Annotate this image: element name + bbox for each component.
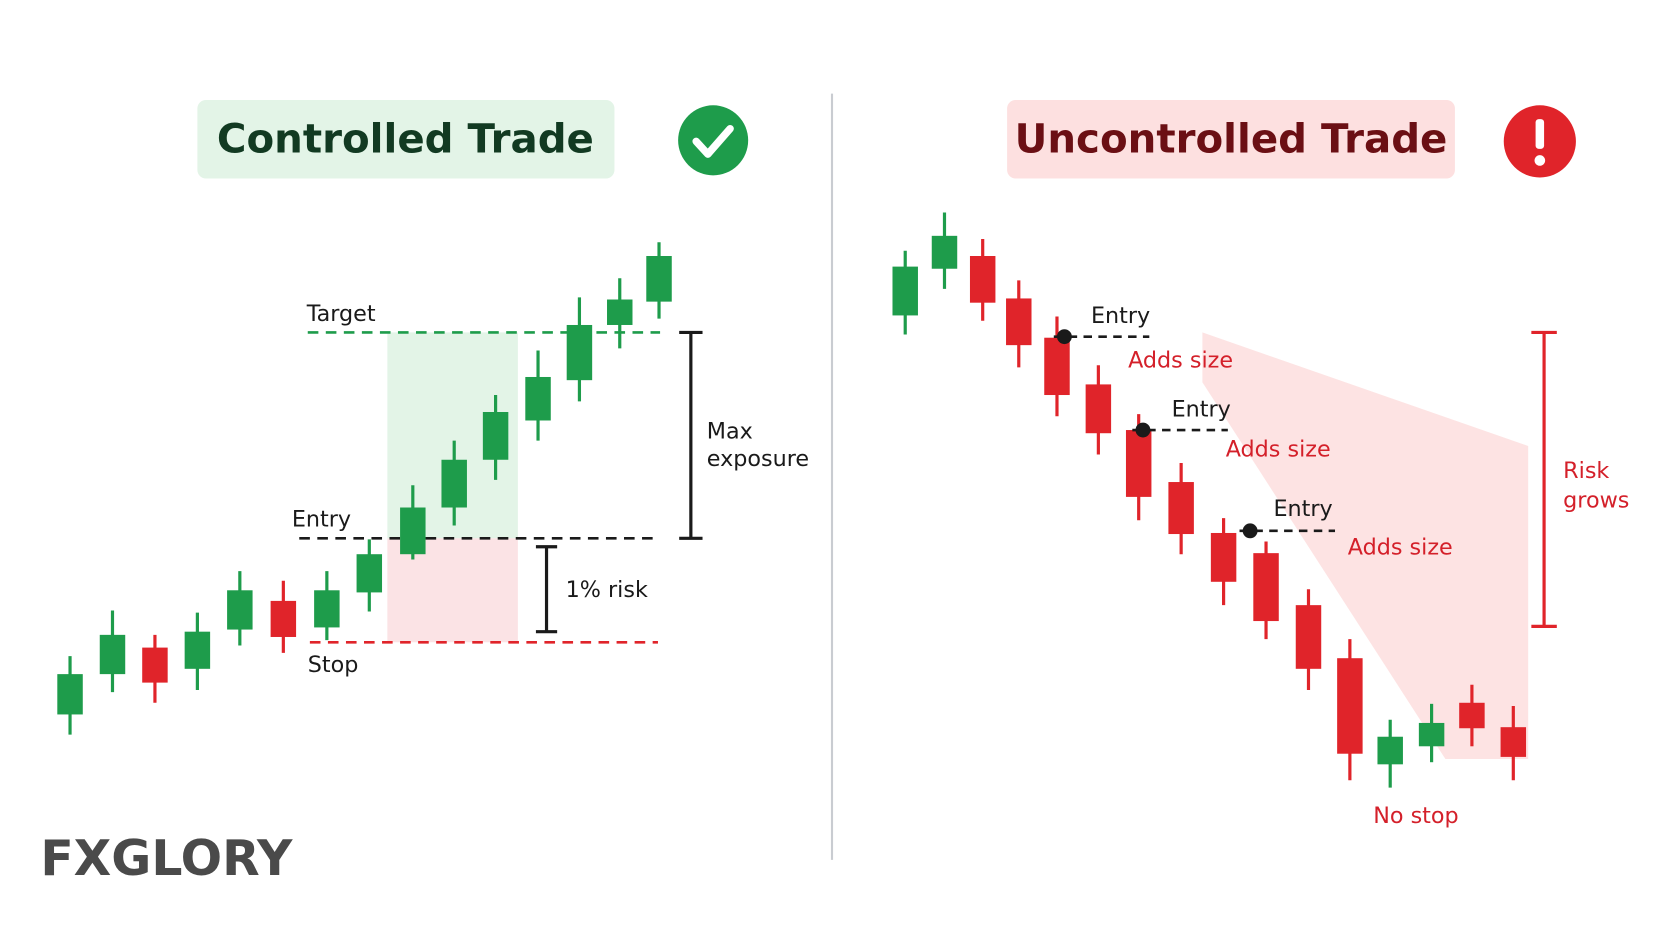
risk-bracket — [1531, 330, 1557, 628]
candle-body — [441, 459, 467, 508]
candle-body — [142, 647, 168, 683]
candle-body — [931, 235, 958, 269]
risk-label: Risk — [1563, 458, 1609, 484]
title-box — [197, 100, 615, 179]
adds-size-label: Adds size — [1348, 534, 1453, 560]
exposure-label: exposure — [707, 446, 809, 472]
entry-label: Entry — [292, 507, 351, 533]
candle-body — [227, 590, 253, 630]
entry-label: Entry — [1172, 396, 1231, 422]
entry-label: Entry — [1091, 303, 1150, 329]
candle-body — [1085, 384, 1112, 434]
adds-size-label: Adds size — [1128, 348, 1233, 374]
check-icon — [678, 105, 749, 176]
candle-body — [1295, 605, 1322, 669]
candle-body — [1210, 532, 1237, 582]
risk-zone — [387, 538, 518, 643]
candle-body — [566, 324, 593, 381]
alert-mark — [1535, 119, 1545, 149]
candle-body — [57, 674, 83, 715]
candle-body — [356, 554, 383, 593]
candle-body — [1125, 430, 1152, 497]
exposure-bracket — [679, 330, 703, 540]
candle-body — [892, 266, 918, 316]
candle-body — [184, 631, 211, 669]
candle-body — [1377, 736, 1403, 765]
candle-body — [400, 507, 426, 555]
candle-body — [1500, 727, 1527, 757]
risk-label: 1% risk — [566, 577, 648, 603]
exposure-label: Max — [707, 419, 753, 445]
risk-area — [1202, 332, 1529, 760]
candle-body — [607, 299, 633, 325]
entry-dot — [1242, 523, 1258, 539]
candle-body — [99, 634, 126, 675]
candles — [57, 212, 1527, 788]
candle-body — [482, 412, 509, 460]
candle-body — [1044, 337, 1070, 396]
candle-body — [1418, 722, 1445, 747]
candle-body — [1253, 553, 1279, 622]
entry-dot — [1135, 422, 1151, 438]
candle-body — [270, 600, 297, 637]
candle-body — [969, 256, 996, 303]
title: Uncontrolled Trade — [1015, 115, 1448, 162]
candle-body — [1459, 702, 1485, 729]
target-label: Target — [306, 301, 376, 327]
candle-body — [314, 590, 340, 628]
check-mark — [692, 124, 734, 158]
entry-label: Entry — [1273, 496, 1332, 522]
stop-label: Stop — [308, 652, 359, 678]
logo: FXGLORY — [40, 830, 293, 887]
adds-size-label: Adds size — [1226, 437, 1331, 463]
title-box — [1007, 100, 1455, 179]
candle-body — [1006, 298, 1032, 346]
alert-dot — [1534, 155, 1546, 166]
no-stop-label: No stop — [1373, 803, 1458, 829]
title: Controlled Trade — [217, 115, 594, 162]
candle-body — [1168, 482, 1194, 535]
candle-body — [646, 256, 672, 302]
entry-dot — [1056, 329, 1072, 345]
candle-body — [525, 376, 551, 421]
risk-bracket — [535, 545, 558, 634]
risk-label: grows — [1563, 488, 1629, 514]
candle-body — [1337, 658, 1363, 754]
